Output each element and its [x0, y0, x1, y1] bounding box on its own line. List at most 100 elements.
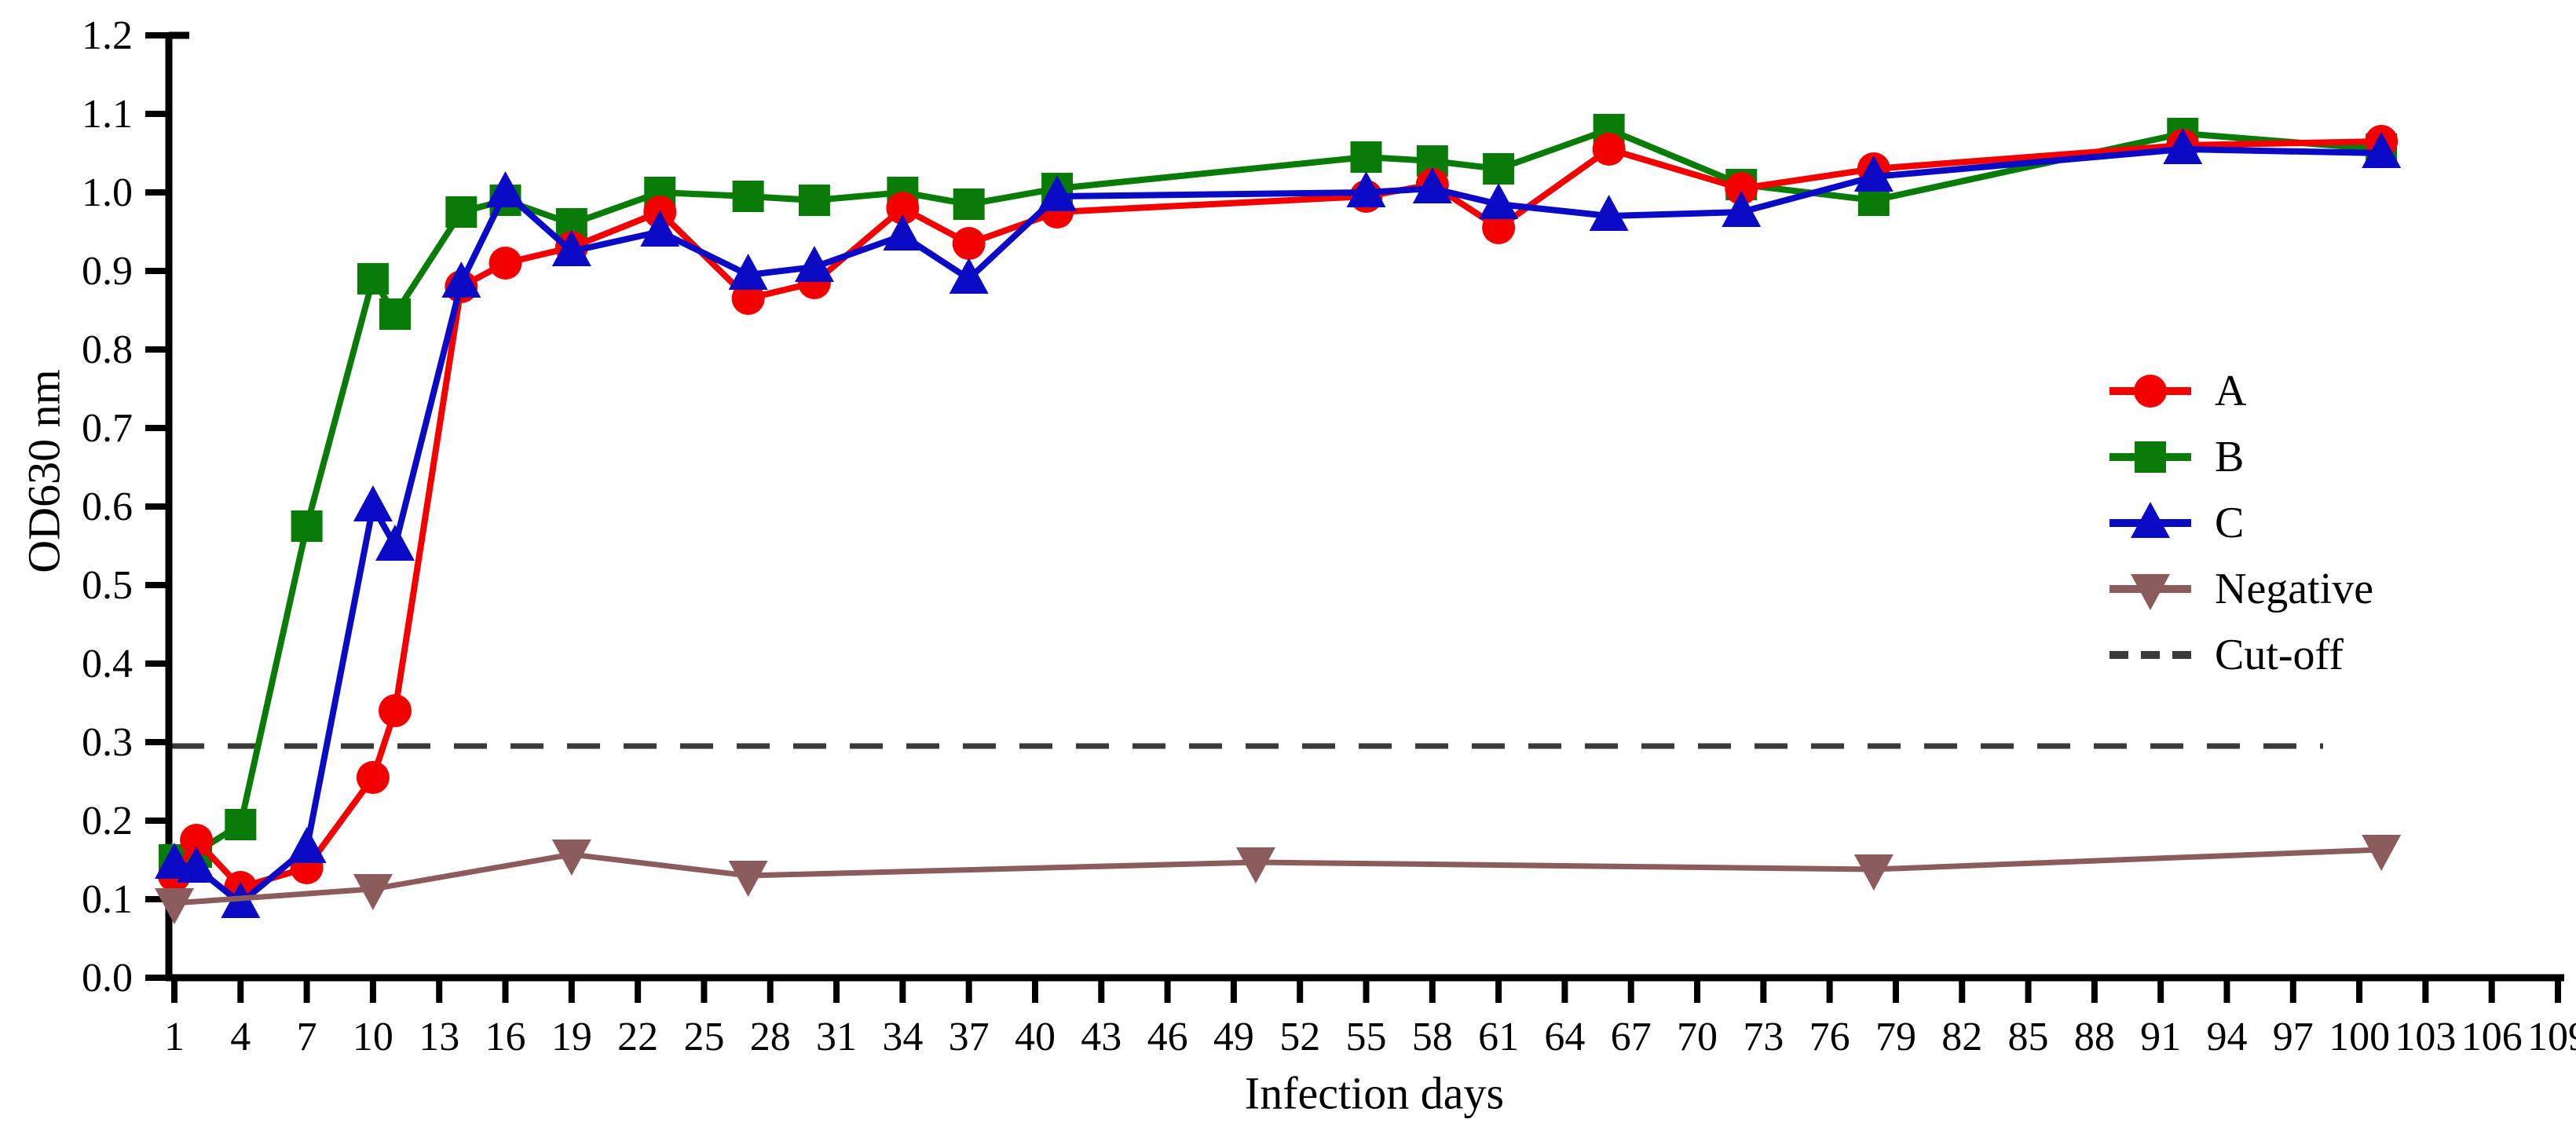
- data-point: [551, 840, 591, 876]
- data-point: [1482, 211, 1516, 244]
- x-tick-label: 85: [2008, 1015, 2049, 1059]
- data-point: [180, 824, 214, 857]
- data-point: [952, 227, 986, 260]
- series-b: [159, 114, 2398, 876]
- x-tick-label: 10: [353, 1015, 393, 1059]
- x-tick-label: 7: [297, 1015, 317, 1059]
- y-tick-label: 1.0: [82, 170, 133, 215]
- y-tick-label: 0.5: [82, 563, 133, 608]
- data-point: [2163, 128, 2203, 164]
- x-tick-label: 19: [551, 1015, 592, 1059]
- x-tick-label: 76: [1809, 1015, 1850, 1059]
- legend: A B C Negative Cut-off: [2106, 358, 2373, 688]
- x-tick-label: 49: [1213, 1015, 1254, 1059]
- data-point: [1235, 847, 1275, 883]
- data-point: [225, 809, 257, 840]
- series-line: [174, 847, 2382, 906]
- x-tick-label: 67: [1611, 1015, 1652, 1059]
- y-tick-label: 0.0: [82, 956, 133, 1000]
- triangle-up-swatch-icon: [2109, 502, 2191, 538]
- data-point: [551, 230, 591, 266]
- x-tick-label: 91: [2140, 1015, 2181, 1059]
- data-point: [1483, 153, 1515, 185]
- x-tick-label: 25: [683, 1015, 724, 1059]
- data-point: [728, 861, 768, 897]
- series-a: [158, 125, 2399, 904]
- x-tick-label: 34: [882, 1015, 923, 1059]
- data-point: [2134, 375, 2167, 408]
- data-point: [375, 525, 415, 561]
- data-point: [2362, 835, 2402, 871]
- data-point: [2362, 132, 2402, 168]
- y-tick-label: 0.3: [82, 720, 133, 765]
- data-point: [1412, 167, 1452, 203]
- data-point: [379, 694, 412, 727]
- data-point: [1346, 171, 1386, 207]
- data-point: [794, 246, 834, 282]
- x-tick-label: 43: [1081, 1015, 1122, 1059]
- square-swatch-icon: [2109, 441, 2191, 473]
- y-tick-label: 0.4: [82, 642, 133, 686]
- data-point: [732, 181, 764, 212]
- x-tick-label: 28: [750, 1015, 791, 1059]
- x-axis-label: Infection days: [1244, 1067, 1505, 1119]
- data-point: [2131, 502, 2170, 538]
- x-tick-label: 70: [1677, 1015, 1718, 1059]
- series-line: [173, 126, 2382, 863]
- data-point: [953, 188, 985, 220]
- x-tick-label: 22: [617, 1015, 658, 1059]
- legend-label: A: [2215, 367, 2247, 415]
- data-point: [2131, 574, 2170, 610]
- x-tick-label: 16: [485, 1015, 526, 1059]
- axes: 0.0 0.1 0.2 0.3 0.4 0.5 0.6 0.7 0.8 0.9 1.0 1.1 1.2 1…: [82, 13, 2576, 1059]
- x-tick-label: 52: [1279, 1015, 1320, 1059]
- x-tick-label: 106: [2461, 1015, 2523, 1059]
- data-point: [1037, 175, 1078, 211]
- x-tick-label: 100: [2329, 1015, 2390, 1059]
- legend-label: B: [2215, 433, 2245, 481]
- x-tick-label: 97: [2273, 1015, 2314, 1059]
- legend-label: Negative: [2215, 565, 2374, 613]
- data-point: [379, 298, 412, 330]
- x-tick-label: 40: [1015, 1015, 1056, 1059]
- x-tick-label: 64: [1544, 1015, 1585, 1059]
- data-point: [353, 485, 393, 521]
- x-tick-label: 109: [2527, 1015, 2576, 1059]
- x-tick-label: 73: [1743, 1015, 1784, 1059]
- legend-label: C: [2215, 499, 2245, 547]
- data-point: [886, 192, 920, 225]
- data-point: [1722, 191, 1762, 227]
- data-point: [1479, 183, 1519, 219]
- data-point: [356, 761, 390, 794]
- data-point: [353, 874, 393, 910]
- data-point: [883, 214, 923, 251]
- data-point: [291, 510, 323, 542]
- y-axis-label: OD630 nm: [18, 369, 70, 573]
- x-tick-label: 82: [1941, 1015, 1982, 1059]
- x-tick-label: 13: [419, 1015, 459, 1059]
- data-point: [1853, 155, 1894, 192]
- x-tick-label: 103: [2395, 1015, 2456, 1059]
- y-tick-label: 0.9: [82, 249, 133, 294]
- x-tick-label: 88: [2074, 1015, 2115, 1059]
- x-tick-label: 1: [164, 1015, 185, 1059]
- data-point: [798, 185, 830, 216]
- data-point: [485, 171, 525, 207]
- x-tick-label: 94: [2206, 1015, 2247, 1059]
- y-tick-label: 1.1: [82, 92, 133, 137]
- legend-item-a: A: [2106, 358, 2373, 424]
- x-tick-label: 61: [1478, 1015, 1519, 1059]
- data-point: [728, 254, 768, 290]
- y-tick-label: 0.7: [82, 406, 133, 451]
- data-point: [1853, 854, 1894, 891]
- y-tick-label: 0.2: [82, 799, 133, 843]
- x-tick-label: 37: [949, 1015, 990, 1059]
- legend-label: Cut-off: [2215, 631, 2344, 679]
- y-tick-label: 0.1: [82, 877, 133, 922]
- data-point: [1592, 133, 1626, 166]
- data-point: [441, 262, 481, 298]
- legend-item-cut-off: Cut-off: [2106, 622, 2373, 688]
- series-negative: [155, 835, 2402, 924]
- y-tick-label: 1.2: [82, 13, 133, 58]
- x-tick-label: 55: [1346, 1015, 1387, 1059]
